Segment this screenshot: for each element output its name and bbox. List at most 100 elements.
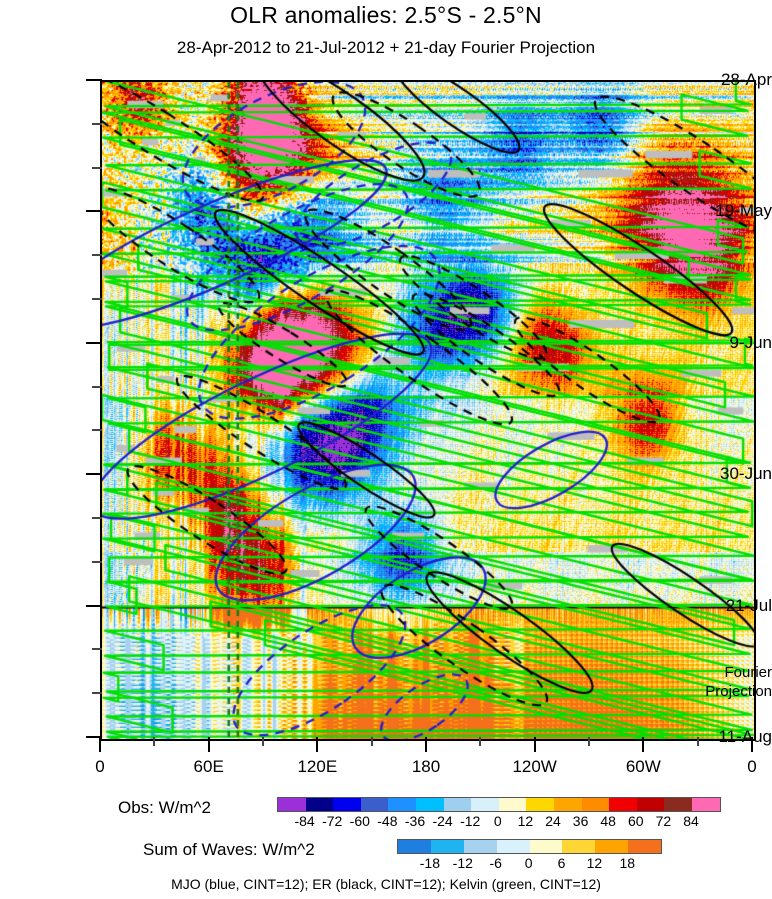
x-tick-major [425, 737, 427, 752]
y-tick-label-28-apr: 28-Apr [720, 70, 772, 89]
y-tick-major [86, 473, 102, 476]
colorbar-swatch [581, 798, 610, 811]
colorbar-swatch [388, 798, 416, 811]
colorbar-swatch [333, 798, 361, 811]
colorbar-tick-label: 72 [655, 813, 672, 829]
colorbar-tick-label: 0 [493, 813, 502, 829]
colorbar-swatch [636, 798, 665, 811]
colorbar-tick-label: -18 [419, 855, 441, 871]
y-tick-major [86, 79, 102, 81]
colorbar-swatch [526, 798, 554, 811]
colorbar-tick-label: -48 [377, 813, 398, 829]
x-tick-minor [479, 737, 482, 746]
colorbar-swatch [463, 840, 497, 853]
colorbar-obs: Obs: W/m^2 -84 -72 -60 -48 -36 -24 -12 0 12 24 36 48… [0, 796, 772, 830]
y-tick-minor [92, 166, 102, 169]
y-tick-label-11-aug: 11-Aug [718, 727, 772, 746]
x-tick-minor [153, 737, 156, 746]
colorbar-tick-label: -6 [489, 855, 502, 871]
colorbar-swatch [595, 840, 629, 853]
y-tick-minor [92, 692, 102, 695]
colorbar-tick-label: 36 [572, 813, 589, 829]
colorbar-sum-of-waves: Sum of Waves: W/m^2 -18 -12 -6 0 6 12 18 [0, 838, 772, 872]
colorbar-tick-label: -12 [452, 855, 473, 871]
colorbar-swatch [553, 798, 582, 811]
x-tick-minor [696, 737, 699, 746]
colorbar-title: Obs: W/m^2 [118, 798, 211, 817]
y-tick-minor [92, 517, 102, 519]
x-tick-major [207, 737, 210, 752]
y-tick-major [86, 341, 102, 344]
colorbar-tick-label: 12 [586, 855, 603, 871]
x-tick-major [533, 737, 536, 752]
colorbar-swatch [691, 798, 720, 811]
colorbar-tick-label: 60 [628, 813, 644, 829]
colorbar-tick-label: -72 [322, 813, 343, 829]
colorbar-swatch [278, 798, 306, 811]
colorbar-tick-label: -12 [460, 813, 481, 829]
y-tick-minor [92, 429, 102, 432]
y-tick-minor [92, 560, 102, 563]
y-tick-minor [92, 122, 102, 125]
colorbar-tick-label: -36 [404, 813, 426, 829]
colorbar-tick-label: 6 [557, 855, 566, 871]
x-tick-label-120e: 120E [297, 757, 338, 776]
colorbar-swatch [360, 798, 389, 811]
colorbar-swatch [628, 840, 662, 853]
colorbar-title: Sum of Waves: W/m^2 [143, 840, 315, 859]
colorbar-swatch [430, 840, 464, 853]
x-tick-major [316, 737, 319, 752]
colorbar-tick-label: 12 [517, 813, 534, 829]
x-tick-major [751, 737, 753, 752]
colorbar-tick-label: -60 [349, 813, 370, 829]
colorbar-swatch [415, 798, 444, 811]
x-tick-label-0: 0 [747, 757, 757, 776]
wave-legend-caption: MJO (blue, CINT=12); ER (black, CINT=12)… [171, 876, 601, 892]
hovmoller-plot-area [100, 80, 756, 741]
x-tick-minor [262, 737, 264, 746]
colorbar-swatches [397, 839, 663, 854]
colorbar-swatch [471, 798, 499, 811]
colorbar-swatch [609, 798, 637, 811]
figure-title: OLR anomalies: 2.5°S - 2.5°N [230, 2, 542, 28]
x-tick-minor [370, 737, 373, 746]
x-tick-minor [588, 737, 590, 746]
colorbar-tick-label: 48 [600, 813, 616, 829]
colorbar-tick-label: -84 [294, 813, 315, 829]
y-tick-major [86, 736, 102, 738]
y-tick-label-21-jul: 21-Jul [725, 595, 772, 615]
fourier-projection-annotation-line-1: Fourier [724, 664, 772, 682]
fourier-projection-annotation-line-2: Projection [705, 683, 772, 701]
x-tick-label-0: 0 [95, 757, 105, 776]
colorbar-swatch [443, 798, 472, 811]
y-tick-minor [92, 385, 102, 388]
figure-subtitle: 28-Apr-2012 to 21-Jul-2012 + 21-day Four… [176, 38, 596, 57]
colorbar-swatch [496, 840, 530, 853]
wave-contour-overlay [102, 82, 754, 739]
y-tick-major [86, 210, 102, 213]
colorbar-tick-label: -24 [432, 813, 453, 829]
colorbar-tick-label: 18 [619, 855, 636, 871]
y-tick-major [86, 604, 102, 607]
colorbar-tick-label: 0 [524, 855, 533, 871]
colorbar-swatch [498, 798, 527, 811]
y-tick-label-19-may: 19-May [715, 201, 772, 221]
y-tick-minor [92, 254, 102, 257]
x-tick-label-120w: 120W [512, 757, 557, 776]
y-tick-label-30-jun: 30-Jun [720, 464, 772, 484]
y-tick-minor [92, 648, 102, 651]
colorbar-swatch [398, 840, 431, 853]
colorbar-swatch [562, 840, 596, 853]
y-tick-label-9-jun: 9-Jun [729, 332, 772, 352]
x-tick-label-60w: 60W [625, 757, 661, 776]
colorbar-tick-label: 24 [545, 813, 561, 829]
y-tick-minor [92, 298, 102, 300]
x-tick-label-60e: 60E [193, 757, 224, 776]
colorbar-swatch [664, 798, 692, 811]
x-tick-label-180: 180 [411, 757, 441, 776]
colorbar-swatch [529, 840, 563, 853]
x-tick-major [99, 737, 101, 752]
x-tick-major [642, 737, 645, 752]
colorbar-swatches [277, 797, 721, 812]
